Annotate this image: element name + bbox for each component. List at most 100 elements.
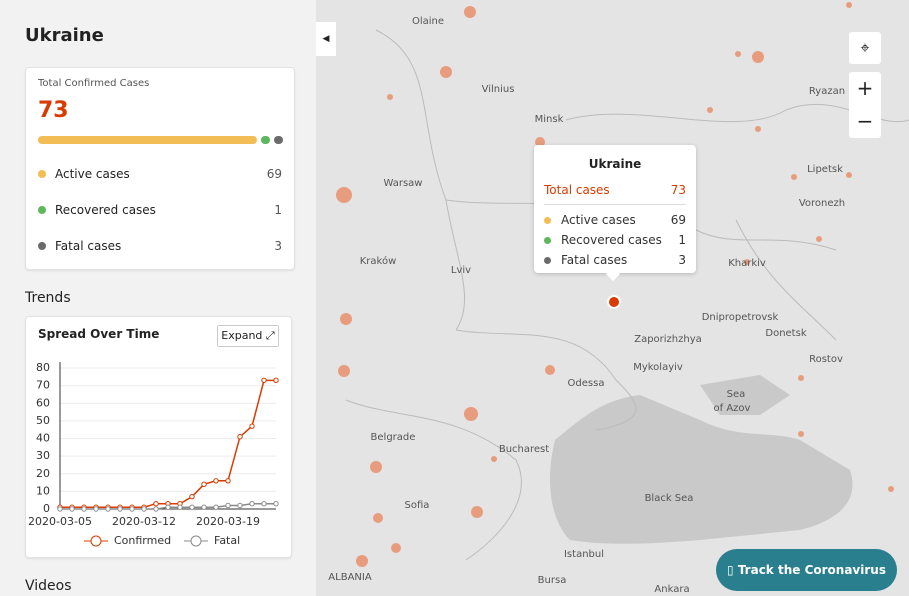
city-label: Belgrade (371, 432, 416, 443)
trend-card: Spread Over Time Expand ⤢ 0 10 20 30 40 50 60 7… (25, 316, 292, 558)
track-button[interactable]: ▯ Track the Coronavirus (716, 549, 897, 591)
data-point (225, 478, 231, 484)
bubbles (336, 2, 894, 567)
y-tick-label: 80 (36, 361, 50, 374)
city-label: ALBANIA (328, 572, 372, 583)
series-line (60, 379, 276, 508)
case-bubble (752, 51, 764, 63)
city-label: Ryazan (809, 86, 845, 97)
legend-label: Fatal (214, 534, 240, 547)
case-row: Recovered cases 1 (38, 200, 282, 220)
city-label: of Azov (714, 403, 751, 414)
videos-heading: Videos (25, 578, 72, 594)
map-canvas: Olaine Vilnius Minsk Ryazan Lipetsk Voronezh W… (328, 2, 909, 595)
zoom-out[interactable]: − (856, 109, 874, 133)
legend-dot (544, 256, 551, 264)
case-value: 69 (266, 167, 282, 181)
city-label: Zaporizhzhya (634, 334, 702, 345)
data-point (237, 434, 243, 440)
legend-marker (190, 535, 202, 547)
city-label: Kharkiv (728, 258, 766, 269)
city-label: Odessa (568, 378, 605, 389)
case-bubble (798, 431, 804, 437)
y-tick-label: 40 (36, 432, 50, 445)
legend-label: Confirmed (114, 534, 171, 547)
city-label: Lipetsk (807, 164, 843, 175)
zoom-in[interactable]: + (856, 76, 874, 100)
data-point (165, 504, 171, 510)
case-bubble (846, 172, 852, 178)
case-bubble (755, 126, 761, 132)
tooltip-label: Fatal cases (561, 253, 628, 267)
city-label: Sofia (405, 500, 430, 511)
case-bubble (387, 94, 393, 100)
case-bubble (440, 66, 452, 78)
locate-button[interactable]: ⌖ (849, 32, 881, 64)
y-tick-label: 50 (36, 414, 50, 427)
case-row: Fatal cases 3 (38, 236, 282, 256)
city-label: Ankara (654, 584, 689, 595)
selected-marker[interactable] (607, 295, 621, 309)
city-label: Istanbul (564, 549, 604, 560)
expand-button[interactable]: Expand ⤢ (217, 325, 279, 347)
sea-of-azov (700, 375, 790, 415)
city-label: Kraków (360, 255, 397, 267)
data-point (237, 502, 243, 509)
case-bubble (340, 313, 352, 325)
data-point (153, 506, 159, 512)
tooltip-total: Total cases 73 (544, 181, 686, 199)
case-label: Fatal cases (55, 239, 122, 253)
case-bubble (373, 513, 383, 523)
map: Olaine Vilnius Minsk Ryazan Lipetsk Voronezh W… (316, 0, 909, 596)
city-label: Sea (727, 389, 746, 400)
progress-segment (38, 136, 257, 144)
border (735, 219, 837, 341)
zoom-control[interactable]: + − (849, 72, 881, 138)
y-tick-label: 0 (43, 502, 50, 515)
tooltip-value: 69 (670, 213, 686, 227)
case-value: 1 (274, 203, 282, 217)
city-label: Rostov (809, 354, 843, 365)
data-point (105, 506, 111, 512)
sidebar: Ukraine Total Confirmed Cases 73 Active … (0, 0, 316, 596)
data-point (57, 506, 63, 512)
data-point (261, 501, 267, 507)
data-point (273, 501, 279, 507)
summary-card: Total Confirmed Cases 73 Active cases 69 R… (25, 67, 295, 270)
case-bubble (391, 543, 401, 553)
legend-dot (38, 206, 46, 214)
tooltip-total-label: Total cases (544, 183, 610, 197)
legend-dot (544, 236, 551, 244)
city-label: Voronezh (799, 198, 845, 209)
data-point (201, 481, 207, 488)
tooltip-row: Recovered cases 1 (544, 231, 686, 249)
case-bubble (707, 107, 713, 113)
case-bubble (464, 407, 478, 421)
data-point (69, 506, 75, 512)
data-point (225, 502, 231, 509)
track-label: Track the Coronavirus (737, 563, 886, 577)
city-label: Warsaw (383, 178, 422, 189)
case-bubble (816, 236, 822, 242)
progress-segment (273, 136, 283, 144)
case-label: Active cases (55, 167, 130, 181)
case-bubble (535, 137, 545, 147)
progress-bar (38, 136, 283, 144)
legend-dot (38, 242, 46, 250)
city-label: Black Sea (645, 493, 694, 504)
collapse-tab[interactable]: ◀ (316, 22, 336, 56)
region-title: Ukraine (25, 25, 104, 46)
y-tick-label: 10 (36, 484, 50, 497)
x-tick-label: 2020-03-05 (28, 515, 92, 528)
x-tick-label: 2020-03-12 (112, 515, 176, 528)
data-point (81, 506, 87, 512)
case-bubble (744, 259, 750, 265)
data-point (249, 423, 255, 429)
total-count: 73 (38, 98, 69, 123)
border (375, 29, 466, 331)
city-label: Donetsk (765, 328, 806, 339)
expand-label: Expand (221, 329, 263, 342)
city-label: Bucharest (499, 444, 549, 455)
data-point (201, 504, 207, 510)
chart: 0 10 20 30 40 50 60 70 80 2020-03-05 2020-03-12 202… (28, 361, 279, 547)
